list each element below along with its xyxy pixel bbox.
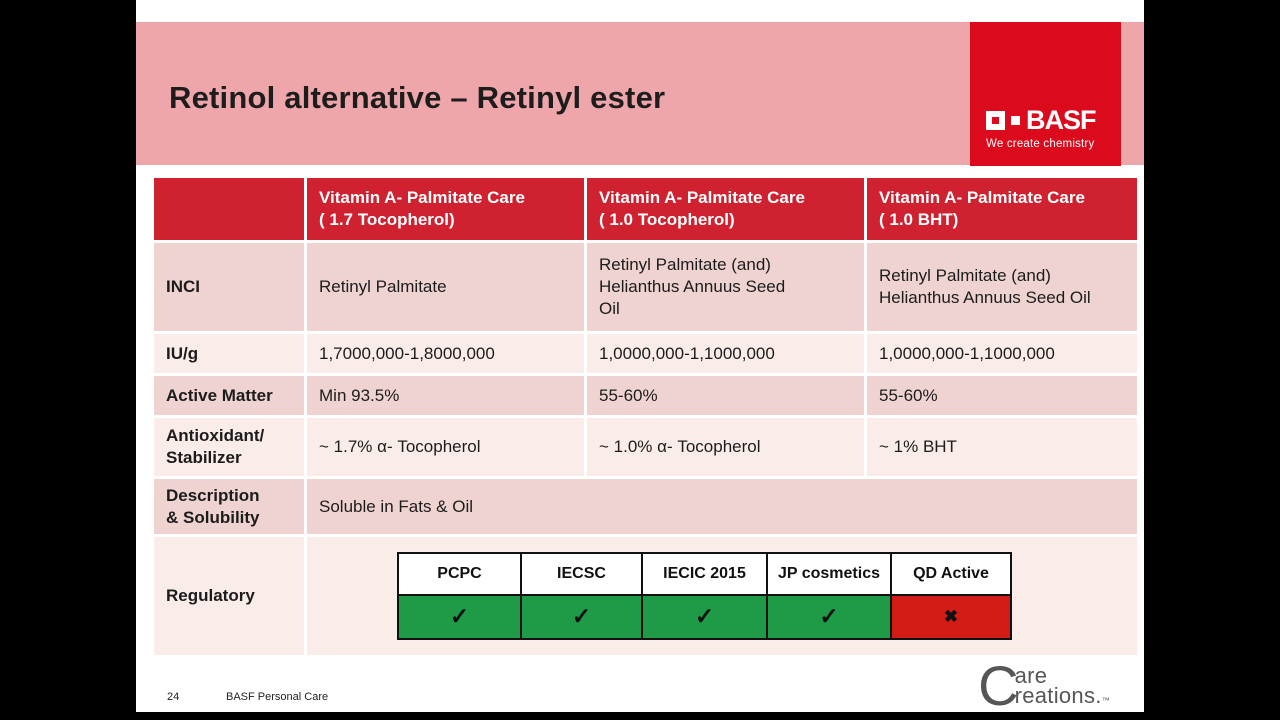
basf-square-small-icon xyxy=(1011,116,1020,125)
row-label-antioxidant: Antioxidant/ Stabilizer xyxy=(154,418,304,476)
antioxidant-value-3: ~ 1% BHT xyxy=(867,418,1137,476)
iug-value-2: 1,0000,000-1,1000,000 xyxy=(587,334,864,373)
slide-title: Retinol alternative – Retinyl ester xyxy=(169,80,666,115)
antioxidant-value-1: ~ 1.7% α- Tocopherol xyxy=(307,418,584,476)
regulatory-header-qd: QD Active xyxy=(892,554,1010,594)
regulatory-value: PCPC IECSC IECIC 2015 JP cosmetics QD Ac… xyxy=(307,537,1137,655)
product-comparison-table: Vitamin A- Palmitate Care ( 1.7 Tocopher… xyxy=(154,178,1137,655)
table-header-product-3: Vitamin A- Palmitate Care ( 1.0 BHT) xyxy=(867,178,1137,240)
care-creations-logo: C are reations.™ xyxy=(978,654,1110,717)
iug-value-1: 1,7000,000-1,8000,000 xyxy=(307,334,584,373)
iug-value-3: 1,0000,000-1,1000,000 xyxy=(867,334,1137,373)
footer-text: BASF Personal Care xyxy=(226,691,329,703)
basf-square-outline-icon xyxy=(986,111,1005,130)
check-icon: ✓ xyxy=(522,596,641,638)
regulatory-header-jp: JP cosmetics xyxy=(768,554,890,594)
care-creations-line1: are xyxy=(1014,663,1048,688)
antioxidant-value-2: ~ 1.0% α- Tocopherol xyxy=(587,418,864,476)
presentation-slide: Retinol alternative – Retinyl ester BASF… xyxy=(136,0,1144,717)
basf-wordmark: BASF xyxy=(1026,105,1096,135)
basf-logo: BASF We create chemistry xyxy=(970,22,1121,166)
care-creations-line2: reations.™ xyxy=(1014,683,1110,708)
check-icon: ✓ xyxy=(399,596,520,638)
trademark-symbol: ™ xyxy=(1101,696,1110,705)
description-value: Soluble in Fats & Oil xyxy=(307,479,1137,534)
care-creations-initial: C xyxy=(978,654,1019,717)
active-matter-value-2: 55-60% xyxy=(587,376,864,415)
basf-logo-row: BASF xyxy=(986,107,1096,134)
row-label-iug: IU/g xyxy=(154,334,304,373)
basf-tagline: We create chemistry xyxy=(986,138,1095,150)
regulatory-header-pcpc: PCPC xyxy=(399,554,520,594)
inci-value-2: Retinyl Palmitate (and) Helianthus Annuu… xyxy=(587,243,864,331)
regulatory-header-iecic: IECIC 2015 xyxy=(643,554,766,594)
regulatory-status-table: PCPC IECSC IECIC 2015 JP cosmetics QD Ac… xyxy=(397,552,1012,640)
table-header-empty xyxy=(154,178,304,240)
row-label-active-matter: Active Matter xyxy=(154,376,304,415)
inci-value-3: Retinyl Palmitate (and) Helianthus Annuu… xyxy=(867,243,1137,331)
active-matter-value-3: 55-60% xyxy=(867,376,1137,415)
check-icon: ✓ xyxy=(768,596,890,638)
cross-icon: ✖ xyxy=(892,596,1010,638)
table-header-product-2: Vitamin A- Palmitate Care ( 1.0 Tocopher… xyxy=(587,178,864,240)
row-label-inci: INCI xyxy=(154,243,304,331)
check-icon: ✓ xyxy=(643,596,766,638)
page-number: 24 xyxy=(167,691,180,703)
table-header-product-1: Vitamin A- Palmitate Care ( 1.7 Tocopher… xyxy=(307,178,584,240)
row-label-regulatory: Regulatory xyxy=(154,537,304,655)
inci-value-1: Retinyl Palmitate xyxy=(307,243,584,331)
regulatory-header-iecsc: IECSC xyxy=(522,554,641,594)
active-matter-value-1: Min 93.5% xyxy=(307,376,584,415)
care-creations-words: are reations.™ xyxy=(1014,663,1110,711)
row-label-description: Description & Solubility xyxy=(154,479,304,534)
